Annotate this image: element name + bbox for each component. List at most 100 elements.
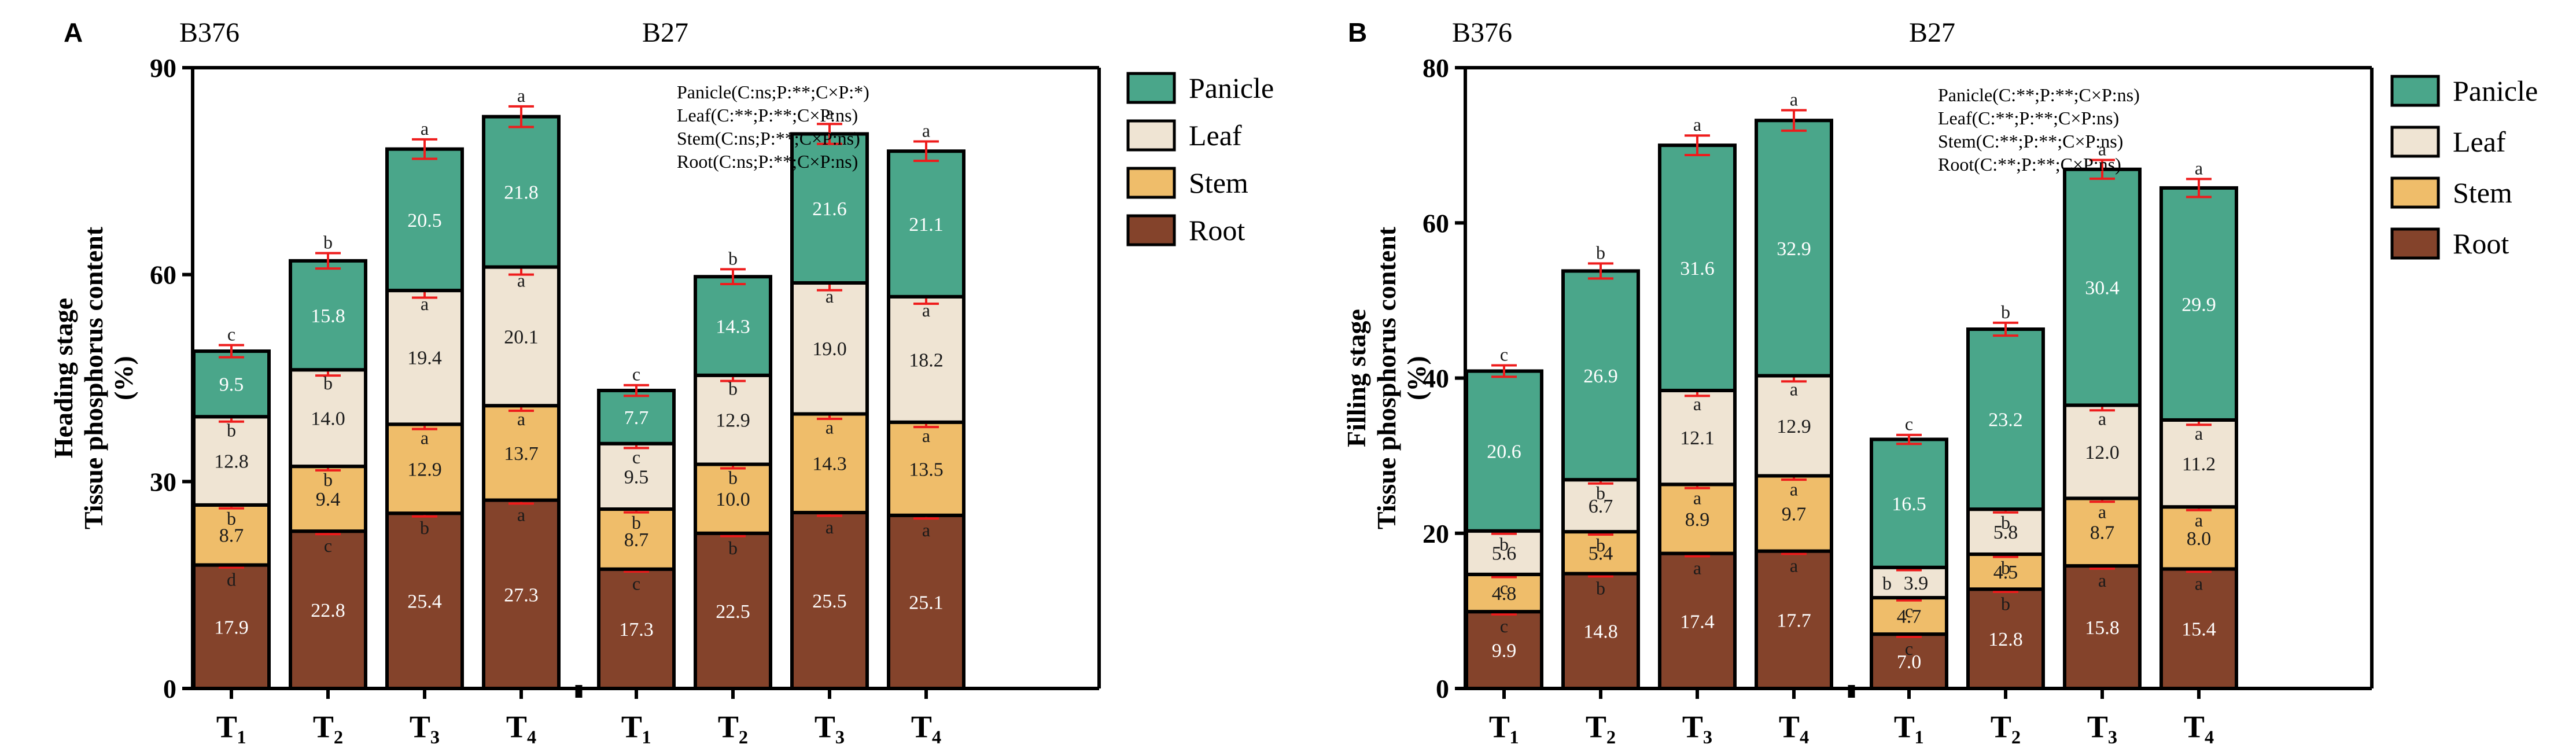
data-label: 17.7 [1777,610,1811,631]
bar-stem [887,420,965,517]
x-tick-label: T₃ [1682,709,1712,744]
stats-line: Root(C:**;P:**;C×P:ns) [1938,154,2121,175]
y-tick-label: 90 [150,53,176,83]
significance-letter: c [632,447,640,467]
significance-letter: a [1693,114,1701,135]
legend-label: Leaf [2453,126,2506,158]
data-label: 8.7 [2090,522,2115,544]
data-label: 5.4 [1589,543,1613,564]
data-label: 10.0 [716,489,750,510]
legend-label: Stem [2453,176,2512,209]
y-tick-label: 60 [150,260,176,290]
data-label: 7.0 [1897,651,1922,673]
y-axis-title-line1: Heading stage [49,298,78,458]
significance-letter: a [1790,555,1798,576]
data-label: 12.1 [1680,428,1715,449]
significance-letter: a [2098,570,2106,591]
significance-letter: a [2195,510,2203,531]
x-tick-label: T₁ [1489,709,1519,744]
significance-letter: c [227,324,235,345]
significance-letter: a [517,270,525,291]
bar-panicle [1966,327,2045,511]
data-label: 21.6 [812,198,847,220]
data-label: 19.0 [812,338,847,360]
significance-letter: b [632,512,641,533]
significance-letter: c [632,573,640,594]
stats-line: Stem(C:**;P:**;C×P:ns) [1938,131,2123,152]
legend-label: Root [1189,214,1245,246]
significance-letter: b [1596,577,1605,598]
bar-leaf [597,441,676,511]
data-label: 32.9 [1777,238,1811,260]
significance-letter: a [421,118,429,139]
x-tick-label: T₄ [2184,709,2214,744]
significance-letter: a [2098,139,2106,160]
data-label: 8.0 [2187,528,2212,550]
data-label: 20.5 [407,210,442,231]
significance-letter: a [1693,393,1701,414]
legend-swatch-panicle [2390,75,2440,107]
bar-root [385,511,464,690]
stats-line: Panicle(C:**;P:**;C×P:ns) [1938,84,2140,105]
data-label: 4.8 [1492,583,1517,605]
y-tick-label: 40 [1422,364,1449,393]
significance-letter: a [826,417,834,437]
data-label: 25.5 [812,591,847,612]
x-tick-label: T₁ [621,709,651,744]
data-label: 21.8 [504,182,539,204]
legend-swatch-root [2390,227,2440,260]
significance-letter: c [324,535,332,556]
stats-line: Leaf(C:**;P:**;C×P:ns) [677,105,858,126]
y-axis-title-line1: Filling stage [1342,309,1371,447]
significance-letter: b [728,467,738,488]
significance-letter: a [922,520,930,540]
significance-letter: a [922,425,930,446]
data-label: 25.4 [407,591,442,613]
bar-stem [1966,552,2045,591]
data-label: 15.8 [311,305,345,327]
y-axis-title: Heading stage Tissue phosphorus content (%… [49,226,138,529]
data-label: 11.2 [2182,454,2216,475]
data-label: 5.8 [1993,522,2018,543]
group-label: B27 [1909,17,1955,48]
data-label: 9.5 [624,466,649,488]
data-label: 12.8 [214,451,249,473]
significance-letter: b [323,469,333,490]
y-axis-title-line2: Tissue phosphorus content [79,226,108,529]
significance-letter: b [323,373,333,393]
legend-swatch-stem [2390,176,2440,209]
significance-letter: a [922,120,930,141]
significance-letter: b [2001,557,2010,578]
significance-letter: a [517,408,525,429]
significance-letter: c [1500,616,1508,636]
x-tick-label: T₄ [506,709,536,744]
bar-panicle [597,388,676,445]
significance-letter: b [2001,512,2010,533]
data-label: 27.3 [504,584,539,606]
legend-label: Panicle [1189,72,1274,104]
data-label: 22.8 [311,600,345,621]
stats-line: Stem(C:ns;P:**;C×P:ns) [677,128,860,149]
legend-swatch-leaf [1126,119,1176,152]
significance-letter: a [1693,558,1701,579]
axis-break [1848,685,1855,698]
bar-leaf [1465,529,1543,576]
significance-letter: b [227,419,236,440]
data-label: 30.4 [2085,278,2120,299]
bar-leaf [1966,507,2045,556]
data-label: 9.4 [316,489,341,510]
significance-letter: a [2098,408,2106,429]
data-label: 13.5 [909,459,944,480]
data-label: 20.6 [1487,441,1521,463]
bar-panicle [192,349,271,419]
stats-line: Root(C:ns;P:**;C×P:ns) [677,151,858,172]
data-label: 12.9 [407,459,442,480]
group-label: B27 [642,17,688,48]
x-tick-label: T₄ [911,709,941,744]
panel-label: A [64,17,83,47]
bar-root [192,563,271,690]
axis-frame [1464,68,2372,690]
significance-letter: b [728,248,738,268]
significance-letter: b [1882,573,1892,594]
data-label: 18.2 [909,349,944,371]
